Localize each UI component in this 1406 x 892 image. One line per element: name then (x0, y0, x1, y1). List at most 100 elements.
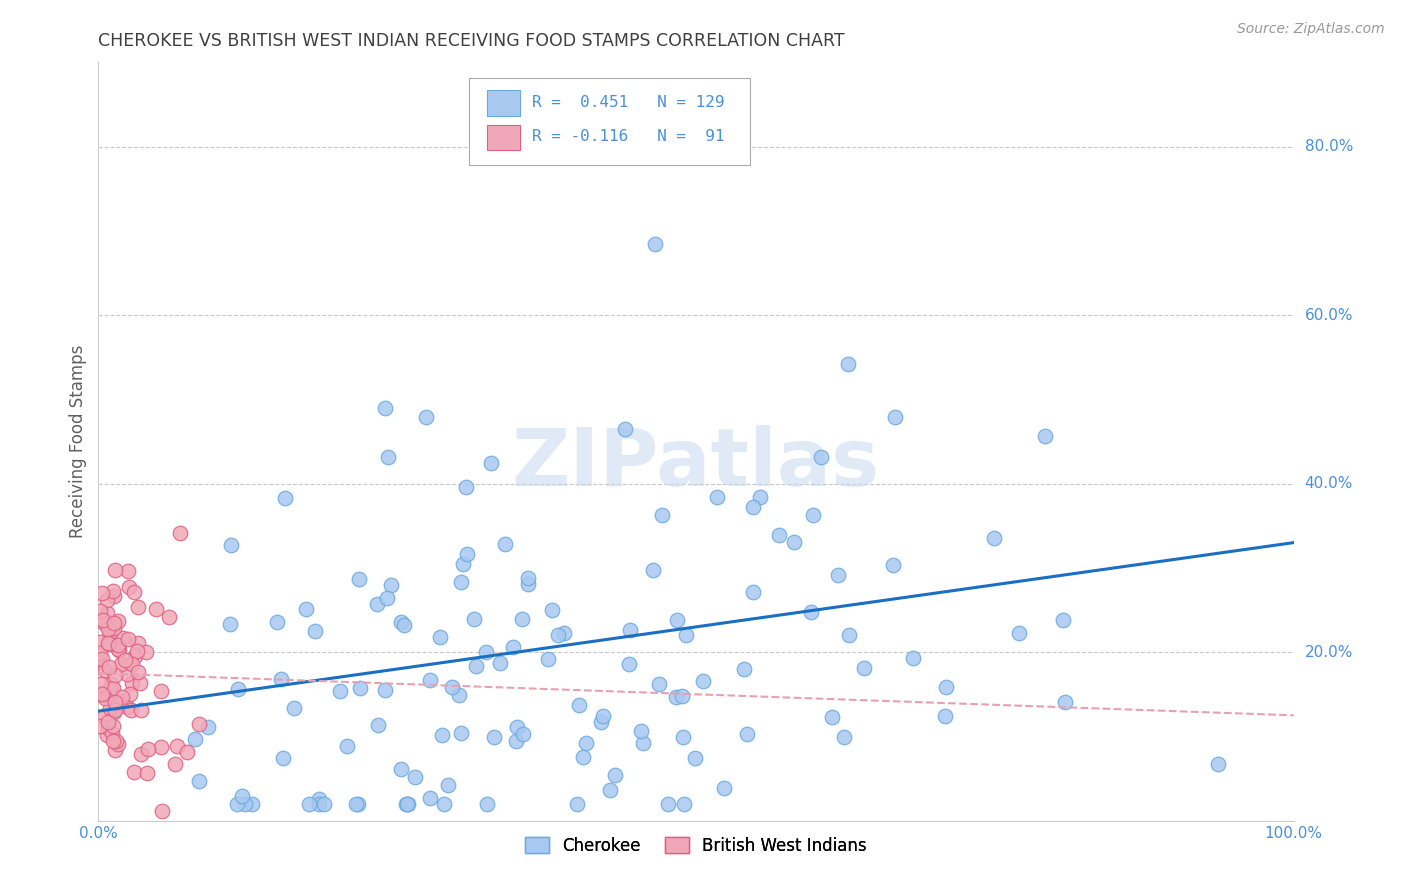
Point (1208, 757, 1230, 772)
Point (512, 726, 534, 740)
Point (97, 715, 120, 730)
Point (100, 626, 122, 640)
Point (121, 676, 143, 690)
Point (105, 697, 128, 711)
Point (89, 635, 111, 649)
Point (157, 610, 180, 624)
Point (163, 757, 186, 772)
Text: R = -0.116   N =  91: R = -0.116 N = 91 (533, 129, 724, 145)
Point (115, 700, 138, 714)
Point (591, 715, 613, 730)
Point (117, 667, 139, 681)
Point (93, 709, 115, 723)
Point (706, 490, 728, 504)
Point (121, 657, 143, 671)
Point (665, 690, 688, 704)
Point (599, 783, 621, 797)
Point (837, 357, 859, 371)
Point (883, 409, 905, 424)
Point (838, 628, 860, 642)
Point (91, 651, 114, 665)
Point (308, 792, 330, 806)
Point (463, 612, 485, 626)
Point (97, 635, 120, 649)
Point (283, 700, 305, 714)
Point (90, 677, 112, 691)
Point (810, 450, 832, 465)
Point (935, 680, 957, 694)
Point (1033, 429, 1056, 443)
Point (768, 527, 790, 541)
Point (741, 500, 763, 515)
Point (456, 547, 478, 561)
Point (104, 667, 127, 681)
Point (547, 628, 569, 642)
Point (827, 567, 849, 582)
Point (821, 710, 844, 724)
Point (505, 733, 527, 747)
Point (103, 621, 125, 635)
Point (651, 508, 673, 522)
Point (436, 778, 458, 792)
Point (568, 698, 591, 712)
Point (517, 570, 540, 584)
Point (644, 236, 666, 251)
Point (901, 651, 924, 665)
Point (298, 797, 321, 811)
Point (89, 719, 111, 733)
Point (187, 773, 209, 788)
Point (166, 739, 188, 753)
Point (603, 768, 626, 782)
Point (233, 797, 256, 811)
Point (101, 719, 124, 733)
Point (419, 791, 441, 805)
Point (105, 698, 128, 713)
Point (100, 677, 122, 691)
Point (433, 797, 456, 811)
Point (129, 675, 152, 690)
Point (150, 804, 173, 818)
Point (1054, 695, 1077, 709)
Point (619, 623, 641, 637)
Point (114, 653, 136, 667)
Text: Source: ZipAtlas.com: Source: ZipAtlas.com (1237, 22, 1385, 37)
Point (129, 703, 152, 717)
Point (389, 615, 412, 629)
Point (800, 605, 823, 619)
Point (266, 615, 288, 630)
Point (104, 734, 127, 748)
Point (107, 737, 129, 751)
Point (97, 623, 120, 637)
Point (104, 703, 127, 717)
Point (510, 612, 533, 626)
Point (104, 743, 127, 757)
Point (613, 422, 636, 436)
Point (344, 797, 367, 811)
Point (101, 733, 124, 747)
Point (630, 724, 652, 739)
Point (454, 480, 477, 494)
Point (101, 583, 124, 598)
Point (477, 797, 499, 811)
Point (853, 661, 876, 675)
Point (665, 613, 688, 627)
Point (127, 636, 149, 650)
Point (430, 729, 453, 743)
Point (516, 576, 538, 591)
Point (392, 618, 415, 632)
Point (110, 657, 132, 671)
Point (741, 585, 763, 599)
Point (488, 656, 510, 670)
Point (108, 694, 131, 708)
Point (347, 797, 370, 811)
Point (111, 690, 134, 705)
Point (105, 696, 128, 710)
Text: 80.0%: 80.0% (1305, 139, 1353, 154)
Point (122, 764, 145, 779)
Point (575, 735, 598, 749)
Point (295, 602, 318, 616)
Point (221, 538, 243, 552)
Point (749, 490, 772, 504)
Point (97, 721, 120, 735)
Point (429, 630, 451, 644)
